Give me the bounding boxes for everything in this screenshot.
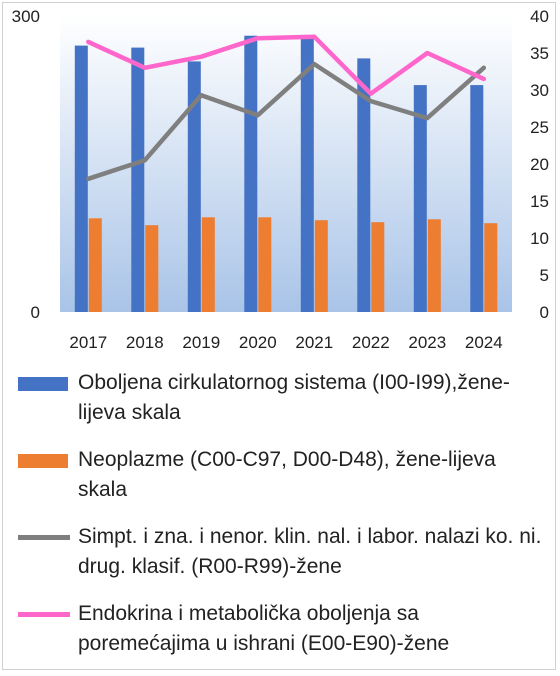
bar-neoplasms-2023 bbox=[427, 219, 441, 312]
right-axis-tick: 40 bbox=[530, 7, 549, 26]
x-axis-tick: 2024 bbox=[465, 333, 503, 352]
bar-neoplasms-2018 bbox=[145, 225, 159, 312]
legend-item-endocrine: Endokrina i metabolička oboljenja sa por… bbox=[18, 599, 548, 659]
bar-neoplasms-2017 bbox=[88, 218, 102, 312]
x-axis-tick: 2018 bbox=[126, 333, 164, 352]
left-axis-tick: 300 bbox=[12, 7, 40, 26]
right-axis-tick: 20 bbox=[530, 155, 549, 174]
right-axis-tick: 35 bbox=[530, 44, 549, 63]
legend-label-neoplasms: Neoplazme (C00-C97, D00-D48), žene-lijev… bbox=[78, 448, 496, 501]
legend-label-symptoms: Simpt. i zna. i nenor. klin. nal. i labo… bbox=[78, 525, 542, 578]
legend-item-symptoms: Simpt. i zna. i nenor. klin. nal. i labo… bbox=[18, 522, 548, 582]
x-axis-tick: 2017 bbox=[69, 333, 107, 352]
x-axis-tick: 2022 bbox=[352, 333, 390, 352]
right-axis-tick: 10 bbox=[530, 229, 549, 248]
right-axis-tick: 15 bbox=[530, 192, 549, 211]
bar-circulatory-2020 bbox=[244, 35, 258, 312]
bar-circulatory-2017 bbox=[74, 45, 88, 312]
line-symptoms bbox=[86, 61, 487, 182]
bar-neoplasms-2020 bbox=[258, 217, 272, 312]
bar-neoplasms-2022 bbox=[371, 222, 385, 312]
x-axis-tick: 2019 bbox=[182, 333, 220, 352]
left-axis-tick: 0 bbox=[31, 303, 40, 322]
legend-item-circulatory: Oboljena cirkulatornog sistema (I00-I99)… bbox=[18, 368, 548, 428]
bar-neoplasms-2019 bbox=[201, 217, 215, 312]
bar-circulatory-2024 bbox=[470, 85, 484, 312]
bar-circulatory-2023 bbox=[413, 85, 427, 312]
legend: Oboljena cirkulatornog sistema (I00-I99)… bbox=[18, 368, 548, 676]
x-axis-tick: 2021 bbox=[295, 333, 333, 352]
bar-neoplasms-2024 bbox=[484, 223, 498, 312]
right-axis-tick: 0 bbox=[540, 303, 549, 322]
right-axis-tick: 5 bbox=[540, 266, 549, 285]
bar-circulatory-2021 bbox=[300, 37, 314, 312]
legend-swatch-endocrine bbox=[18, 612, 70, 617]
legend-swatch-symptoms bbox=[18, 535, 70, 540]
bar-neoplasms-2021 bbox=[314, 220, 328, 312]
line-endocrine bbox=[86, 34, 487, 96]
right-axis-tick: 25 bbox=[530, 118, 549, 137]
x-axis-tick: 2020 bbox=[239, 333, 277, 352]
bar-circulatory-2019 bbox=[187, 61, 201, 313]
legend-item-neoplasms: Neoplazme (C00-C97, D00-D48), žene-lijev… bbox=[18, 445, 548, 505]
legend-swatch-circulatory bbox=[18, 377, 68, 391]
right-axis-tick: 30 bbox=[530, 81, 549, 100]
bar-circulatory-2022 bbox=[357, 58, 371, 313]
legend-label-endocrine: Endokrina i metabolička oboljenja sa por… bbox=[78, 602, 450, 655]
bar-circulatory-2018 bbox=[131, 47, 145, 312]
legend-label-circulatory: Oboljena cirkulatornog sistema (I00-I99)… bbox=[78, 371, 510, 424]
legend-swatch-neoplasms bbox=[18, 454, 68, 468]
x-axis-tick: 2023 bbox=[408, 333, 446, 352]
